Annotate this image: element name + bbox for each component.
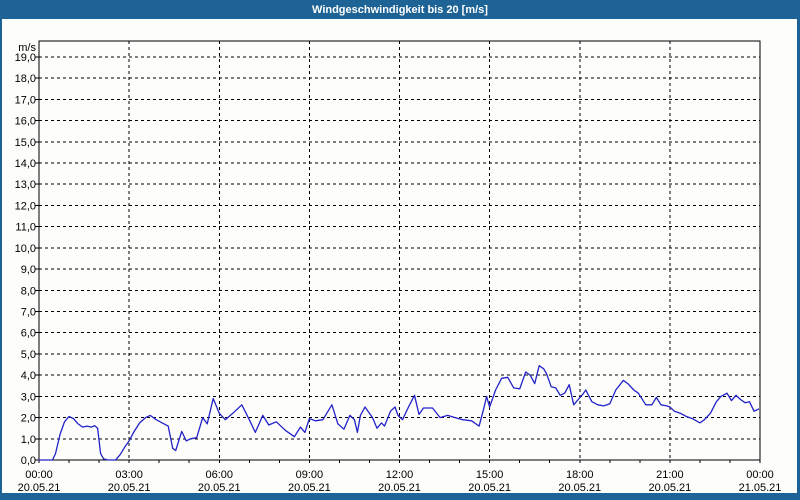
x-axis-date-label: 21.05.21 — [739, 482, 782, 494]
x-axis-time-label: 21:00 — [656, 469, 684, 481]
x-axis-date-label: 20.05.21 — [558, 482, 601, 494]
y-axis-label: 11,0 — [15, 222, 36, 234]
x-axis-date-label: 20.05.21 — [108, 482, 151, 494]
x-axis-time-label: 18:00 — [566, 469, 594, 481]
y-axis-label: 7,0 — [21, 306, 36, 318]
y-axis-label: 17,0 — [15, 94, 36, 106]
y-axis-label: 9,0 — [21, 264, 36, 276]
x-axis-date-label: 20.05.21 — [18, 482, 61, 494]
window-title: Windgeschwindigkeit bis 20 [m/s] — [312, 3, 488, 16]
x-axis-time-label: 15:00 — [476, 469, 504, 481]
window-border-right — [797, 19, 800, 493]
y-axis-label: 0,0 — [21, 455, 36, 467]
x-axis-date-label: 20.05.21 — [648, 482, 691, 494]
x-axis-time-label: 00:00 — [25, 469, 53, 481]
x-axis-time-label: 12:00 — [386, 469, 414, 481]
y-axis-label: 14,0 — [15, 158, 36, 170]
y-axis-label: 13,0 — [15, 179, 36, 191]
y-axis-unit-label: m/s — [18, 42, 36, 54]
x-axis-date-label: 20.05.21 — [468, 482, 511, 494]
y-axis-label: 19,0 — [15, 52, 36, 64]
y-axis-label: 6,0 — [21, 328, 36, 340]
y-axis-label: 18,0 — [15, 73, 36, 85]
x-axis-date-label: 20.05.21 — [378, 482, 421, 494]
window-border-bottom — [0, 493, 800, 500]
x-axis-time-label: 09:00 — [296, 469, 324, 481]
x-axis-date-label: 20.05.21 — [288, 482, 331, 494]
y-axis-label: 5,0 — [21, 349, 36, 361]
y-axis-label: 8,0 — [21, 285, 36, 297]
window-border-left — [0, 19, 2, 493]
y-axis-label: 10,0 — [15, 243, 36, 255]
y-axis-label: 16,0 — [15, 116, 36, 128]
x-axis-time-label: 03:00 — [115, 469, 143, 481]
y-axis-label: 2,0 — [21, 413, 36, 425]
y-axis-label: 12,0 — [15, 200, 36, 212]
y-axis-label: 1,0 — [21, 434, 36, 446]
title-bar: Windgeschwindigkeit bis 20 [m/s] — [0, 0, 800, 19]
y-axis-label: 3,0 — [21, 391, 36, 403]
x-axis-date-label: 20.05.21 — [198, 482, 241, 494]
x-axis-time-label: 06:00 — [205, 469, 233, 481]
y-axis-label: 15,0 — [15, 137, 36, 149]
wind-speed-line — [38, 364, 760, 461]
x-axis-time-label: 00:00 — [746, 469, 774, 481]
y-axis-label: 4,0 — [21, 370, 36, 382]
